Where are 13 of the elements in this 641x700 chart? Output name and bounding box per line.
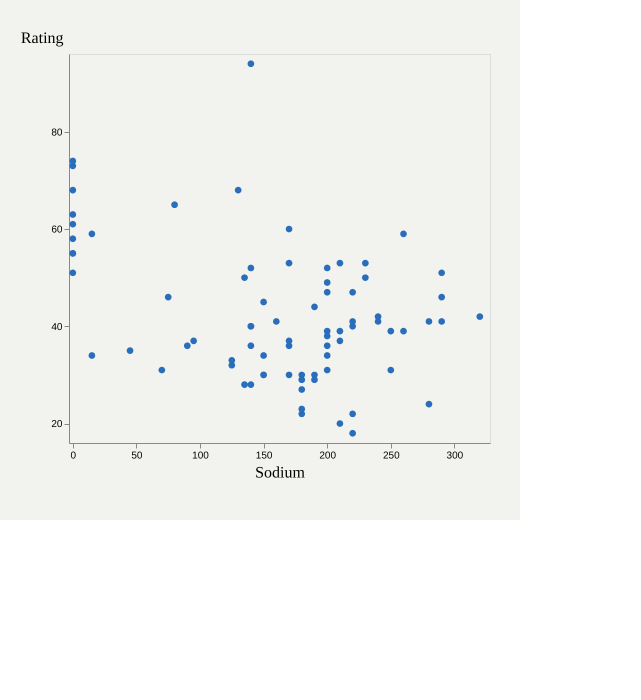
x-tick-label: 200 [319,450,336,462]
y-axis-title: Rating [20,30,64,47]
y-tick-label: 20 [51,419,63,430]
x-tick-label: 250 [382,450,400,462]
x-tick-label: 300 [446,450,464,462]
y-tick-label: 60 [51,224,63,236]
y-tick-label: 80 [51,127,63,138]
x-tick-label: 0 [70,450,77,462]
x-tick-label: 100 [192,450,210,462]
x-axis-title: Sodium [255,464,306,482]
x-tick-label: 50 [131,450,143,462]
y-tick-label: 40 [51,322,63,333]
x-tick-label: 150 [256,450,273,462]
